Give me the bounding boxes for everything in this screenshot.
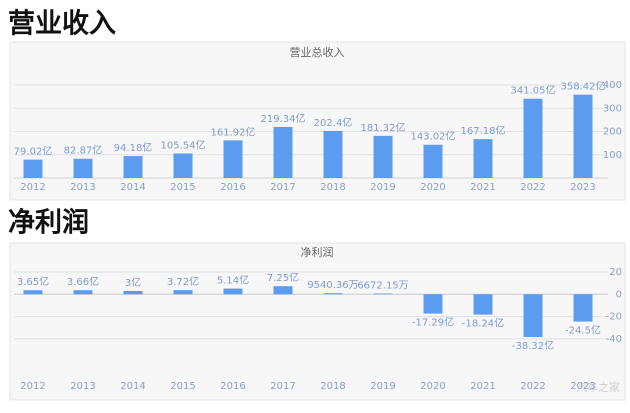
value-label: 341.05亿 — [511, 84, 556, 97]
bar — [523, 98, 543, 178]
y-tick-label: 300 — [603, 103, 622, 114]
value-label: -24.5亿 — [565, 324, 601, 337]
bar — [273, 127, 293, 178]
bar — [573, 94, 593, 178]
x-tick-label: 2014 — [120, 381, 145, 392]
value-label: -18.24亿 — [462, 317, 504, 330]
x-tick-label: 2022 — [520, 182, 545, 193]
value-label: 3.66亿 — [67, 275, 99, 288]
value-label: 143.02亿 — [411, 130, 456, 143]
bar — [173, 153, 193, 178]
value-label: 105.54亿 — [161, 138, 206, 151]
value-label: 161.92亿 — [211, 125, 256, 138]
y-tick-label: 0 — [616, 289, 622, 300]
x-tick-label: 2018 — [320, 381, 345, 392]
x-tick-label: 2020 — [420, 182, 445, 193]
x-tick-label: 2015 — [170, 182, 195, 193]
value-label: 82.87亿 — [64, 144, 103, 157]
y-tick-label: -40 — [606, 334, 622, 345]
bar — [473, 139, 493, 178]
y-tick-label: 400 — [603, 80, 622, 91]
y-tick-label: 200 — [603, 127, 622, 138]
x-tick-label: 2015 — [170, 381, 195, 392]
y-tick-label: 20 — [609, 267, 622, 278]
bar — [23, 159, 43, 178]
chart-title: 营业总收入 — [290, 45, 345, 59]
bar — [373, 135, 393, 178]
section-heading: 净利润 — [8, 207, 89, 239]
value-label: 6672.15万 — [357, 281, 408, 292]
x-tick-label: 2013 — [70, 182, 95, 193]
x-tick-label: 2019 — [370, 381, 395, 392]
value-label: 3亿 — [125, 276, 141, 289]
x-tick-label: 2018 — [320, 182, 345, 193]
bar — [173, 290, 193, 295]
value-label: 3.65亿 — [17, 275, 49, 288]
x-tick-label: 2017 — [270, 381, 295, 392]
x-tick-label: 2017 — [270, 182, 295, 193]
x-tick-label: 2013 — [70, 381, 95, 392]
value-label: 219.34亿 — [261, 112, 306, 125]
bar — [73, 158, 93, 178]
value-label: 7.25亿 — [267, 271, 299, 284]
bar — [323, 293, 343, 295]
x-tick-label: 2016 — [220, 182, 245, 193]
x-tick-label: 2019 — [370, 182, 395, 193]
x-tick-label: 2014 — [120, 182, 145, 193]
x-tick-label: 2022 — [520, 381, 545, 392]
value-label: 167.18亿 — [461, 124, 506, 137]
bar — [223, 288, 243, 295]
value-label: 181.32亿 — [361, 121, 406, 134]
chart-frame — [9, 41, 626, 201]
watermark: 汽车之家 — [576, 380, 620, 394]
bar — [423, 144, 443, 178]
chart-title: 净利润 — [301, 245, 334, 259]
value-label: -17.29亿 — [412, 316, 454, 329]
value-label: 94.18亿 — [114, 141, 153, 154]
value-label: 358.42亿 — [561, 80, 606, 93]
bar — [473, 294, 493, 315]
bar — [523, 294, 543, 337]
x-tick-label: 2012 — [20, 182, 45, 193]
bar — [373, 293, 393, 295]
y-tick-label: 100 — [603, 150, 622, 161]
bar — [23, 290, 43, 295]
x-tick-label: 2021 — [470, 182, 495, 193]
bar — [223, 140, 243, 178]
value-label: 5.14亿 — [217, 274, 249, 287]
x-tick-label: 2023 — [570, 381, 595, 392]
bar — [73, 290, 93, 295]
x-tick-label: 2021 — [470, 381, 495, 392]
bar — [423, 294, 443, 314]
bar — [123, 290, 143, 295]
value-label: -38.32亿 — [512, 339, 554, 352]
y-tick-label: -20 — [606, 312, 622, 323]
section-heading: 营业收入 — [8, 9, 116, 40]
x-tick-label: 2012 — [20, 381, 45, 392]
value-label: 79.02亿 — [14, 145, 53, 158]
x-tick-label: 2016 — [220, 381, 245, 392]
x-tick-label: 2023 — [570, 182, 595, 193]
value-label: 3.72亿 — [167, 275, 199, 288]
bar — [273, 286, 293, 295]
bar — [323, 130, 343, 178]
value-label: 9540.36万 — [307, 280, 358, 291]
chart-frame — [9, 242, 626, 401]
bar — [573, 294, 593, 322]
bar — [123, 156, 143, 178]
value-label: 202.4亿 — [314, 116, 353, 129]
x-tick-label: 2020 — [420, 381, 445, 392]
